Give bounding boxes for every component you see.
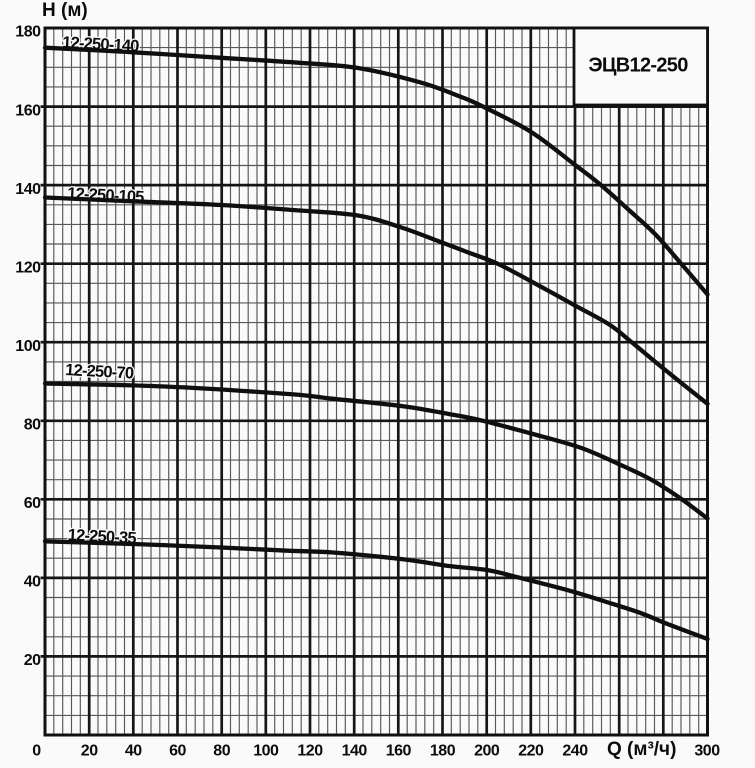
svg-text:100: 100 [15, 338, 41, 355]
svg-text:40: 40 [125, 743, 142, 760]
svg-text:20: 20 [81, 743, 98, 760]
svg-text:300: 300 [694, 743, 720, 760]
svg-text:0: 0 [32, 743, 41, 760]
svg-text:100: 100 [253, 743, 279, 760]
svg-text:12-250-70: 12-250-70 [65, 361, 134, 383]
svg-text:240: 240 [562, 743, 588, 760]
svg-text:160: 160 [386, 743, 412, 760]
svg-text:ЭЦВ12-250: ЭЦВ12-250 [588, 55, 688, 77]
svg-text:120: 120 [15, 259, 41, 276]
svg-text:180: 180 [430, 743, 456, 760]
svg-text:160: 160 [15, 102, 41, 119]
svg-text:20: 20 [24, 652, 41, 669]
svg-text:180: 180 [15, 24, 41, 41]
svg-text:60: 60 [169, 743, 186, 760]
svg-text:80: 80 [24, 417, 41, 434]
svg-text:220: 220 [518, 743, 544, 760]
svg-text:200: 200 [474, 743, 500, 760]
svg-text:80: 80 [213, 743, 230, 760]
svg-text:Q (м³/ч): Q (м³/ч) [607, 739, 676, 760]
svg-text:40: 40 [24, 574, 41, 591]
svg-text:60: 60 [24, 495, 41, 512]
svg-text:120: 120 [297, 743, 323, 760]
svg-text:140: 140 [342, 743, 368, 760]
svg-text:140: 140 [15, 181, 41, 198]
svg-text:H (м): H (м) [42, 0, 88, 21]
